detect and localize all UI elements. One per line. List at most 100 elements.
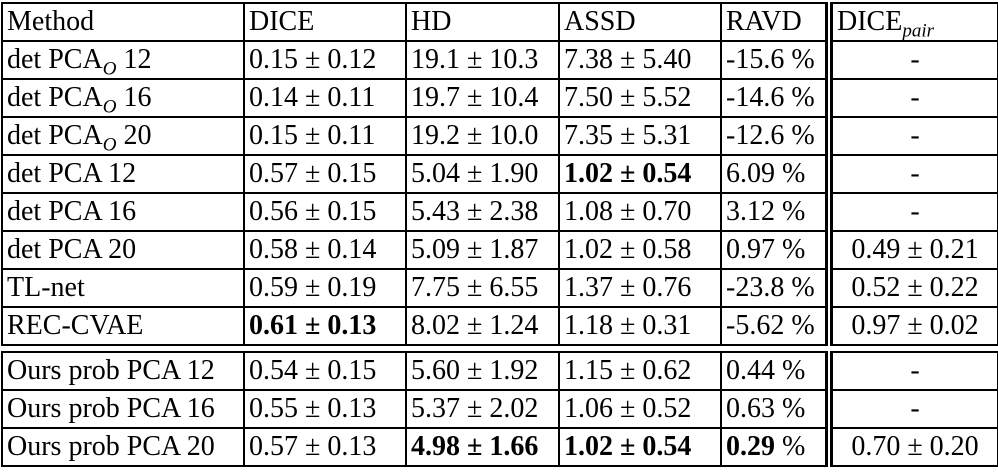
method-text: det PCA bbox=[7, 44, 103, 76]
dice-cell: 0.57 ± 0.13 bbox=[243, 427, 407, 467]
dice-pair-cell: - bbox=[825, 351, 998, 391]
method-text: TL-net bbox=[7, 272, 85, 304]
metric-value: - bbox=[910, 196, 920, 228]
hd-cell: 8.02 ± 1.24 bbox=[405, 306, 560, 346]
table-row: det PCA 20 0.58 ± 0.14 5.09 ± 1.87 1.02 ± 0… bbox=[1, 230, 998, 270]
method-cell: REC-CVAE bbox=[1, 306, 245, 346]
metric-value: 0.58 ± 0.14 bbox=[249, 234, 377, 266]
metric-value: 7.38 ± 5.40 bbox=[564, 44, 692, 76]
method-text: det PCA bbox=[7, 120, 103, 152]
hd-cell: 19.2 ± 10.0 bbox=[405, 116, 560, 156]
dice-cell: 0.61 ± 0.13 bbox=[243, 306, 407, 346]
assd-cell: 7.35 ± 5.31 bbox=[558, 116, 722, 156]
results-table-baselines: Method DICE HD ASSD RAVD DICEpair det PC… bbox=[1, 2, 998, 346]
hd-cell: 4.98 ± 1.66 bbox=[405, 427, 560, 467]
dice-pair-cell: - bbox=[825, 154, 998, 194]
metric-value: 0.61 ± 0.13 bbox=[249, 310, 377, 342]
metric-value: 5.04 ± 1.90 bbox=[411, 158, 539, 190]
method-cell: det PCAO 16 bbox=[1, 78, 245, 118]
metric-value: 5.09 ± 1.87 bbox=[411, 234, 539, 266]
percent-unit: % bbox=[775, 431, 806, 463]
assd-cell: 7.50 ± 5.52 bbox=[558, 78, 722, 118]
table-row: REC-CVAE 0.61 ± 0.13 8.02 ± 1.24 1.18 ± 0.3… bbox=[1, 306, 998, 346]
method-text: det PCA 16 bbox=[7, 196, 137, 228]
metric-value: 1.02 ± 0.54 bbox=[564, 431, 692, 463]
percent-unit: % bbox=[784, 82, 815, 114]
dice-cell: 0.59 ± 0.19 bbox=[243, 268, 407, 308]
assd-cell: 1.18 ± 0.31 bbox=[558, 306, 722, 346]
dice-pair-cell: 0.97 ± 0.02 bbox=[825, 306, 998, 346]
method-text: Ours prob PCA 16 bbox=[7, 393, 215, 425]
dice-cell: 0.15 ± 0.11 bbox=[243, 116, 407, 156]
table-row: TL-net 0.59 ± 0.19 7.75 ± 6.55 1.37 ± 0.76-… bbox=[1, 268, 998, 308]
method-cell: Ours prob PCA 20 bbox=[1, 427, 245, 467]
assd-cell: 1.08 ± 0.70 bbox=[558, 192, 722, 232]
metric-value: - bbox=[910, 158, 920, 190]
metric-value: 7.75 ± 6.55 bbox=[411, 272, 539, 304]
ravd-cell: 0.29 % bbox=[720, 427, 830, 467]
method-text: 12 bbox=[116, 44, 152, 76]
metric-value: 4.98 ± 1.66 bbox=[411, 431, 539, 463]
metric-value: 0.63 bbox=[726, 393, 775, 425]
col-header-hd: HD bbox=[405, 2, 560, 42]
assd-cell: 1.02 ± 0.54 bbox=[558, 154, 722, 194]
method-subscript: O bbox=[102, 58, 117, 79]
col-header-dice: DICE bbox=[243, 2, 407, 42]
dice-pair-cell: 0.70 ± 0.20 bbox=[825, 427, 998, 467]
percent-unit: % bbox=[784, 310, 815, 342]
dice-cell: 0.54 ± 0.15 bbox=[243, 351, 407, 391]
assd-cell: 1.06 ± 0.52 bbox=[558, 389, 722, 429]
table-row: Ours prob PCA 16 0.55 ± 0.13 5.37 ± 2.02 1.… bbox=[1, 389, 998, 429]
metric-value: 0.97 ± 0.02 bbox=[851, 310, 979, 342]
method-text: 20 bbox=[116, 120, 152, 152]
dice-pair-cell: - bbox=[825, 192, 998, 232]
table-row: Ours prob PCA 12 0.54 ± 0.15 5.60 ± 1.92 1.… bbox=[1, 351, 998, 391]
dice-pair-cell: - bbox=[825, 116, 998, 156]
table-row: Ours prob PCA 20 0.57 ± 0.13 4.98 ± 1.66 1.… bbox=[1, 427, 998, 467]
hd-cell: 5.43 ± 2.38 bbox=[405, 192, 560, 232]
method-cell: det PCA 12 bbox=[1, 154, 245, 194]
metric-value: -15.6 bbox=[726, 44, 785, 76]
dice-pair-cell: - bbox=[825, 389, 998, 429]
ravd-cell: -23.8 % bbox=[720, 268, 830, 308]
percent-unit: % bbox=[775, 355, 806, 387]
metric-value: 1.02 ± 0.58 bbox=[564, 234, 692, 266]
metric-value: -12.6 bbox=[726, 120, 785, 152]
metric-value: 1.37 ± 0.76 bbox=[564, 272, 692, 304]
ravd-cell: 0.44 % bbox=[720, 351, 830, 391]
hd-cell: 5.37 ± 2.02 bbox=[405, 389, 560, 429]
metric-value: 1.02 ± 0.54 bbox=[564, 158, 692, 190]
ravd-cell: 0.63 % bbox=[720, 389, 830, 429]
ravd-cell: 3.12 % bbox=[720, 192, 830, 232]
table-row: det PCAO 12 0.15 ± 0.12 19.1 ± 10.3 7.38 ± … bbox=[1, 40, 998, 80]
metric-value: 19.2 ± 10.0 bbox=[411, 120, 539, 152]
metric-value: 0.56 ± 0.15 bbox=[249, 196, 377, 228]
assd-cell: 1.37 ± 0.76 bbox=[558, 268, 722, 308]
dice-pair-cell: - bbox=[825, 40, 998, 80]
method-text: det PCA 20 bbox=[7, 234, 137, 266]
col-header-dice-pair: DICEpair bbox=[825, 2, 998, 42]
method-text: Ours prob PCA 20 bbox=[7, 431, 215, 463]
metric-value: 0.29 bbox=[726, 431, 775, 463]
percent-unit: % bbox=[775, 158, 806, 190]
method-cell: Ours prob PCA 16 bbox=[1, 389, 245, 429]
metric-value: 0.59 ± 0.19 bbox=[249, 272, 377, 304]
metric-value: 1.15 ± 0.62 bbox=[564, 355, 692, 387]
metric-value: 0.49 ± 0.21 bbox=[851, 234, 979, 266]
metric-value: 0.57 ± 0.15 bbox=[249, 158, 377, 190]
hd-cell: 5.04 ± 1.90 bbox=[405, 154, 560, 194]
metric-value: 3.12 bbox=[726, 196, 775, 228]
metric-value: - bbox=[910, 120, 920, 152]
metric-value: 6.09 bbox=[726, 158, 775, 190]
table-row: det PCAO 16 0.14 ± 0.11 19.7 ± 10.4 7.50 ± … bbox=[1, 78, 998, 118]
dice-pair-cell: - bbox=[825, 78, 998, 118]
ravd-cell: -15.6 % bbox=[720, 40, 830, 80]
metric-value: 19.1 ± 10.3 bbox=[411, 44, 539, 76]
metric-value: 7.50 ± 5.52 bbox=[564, 82, 692, 114]
metric-value: 0.70 ± 0.20 bbox=[851, 431, 979, 463]
dice-pair-label-base: DICE bbox=[837, 6, 903, 38]
assd-cell: 7.38 ± 5.40 bbox=[558, 40, 722, 80]
percent-unit: % bbox=[784, 272, 815, 304]
method-text: REC-CVAE bbox=[7, 310, 144, 342]
